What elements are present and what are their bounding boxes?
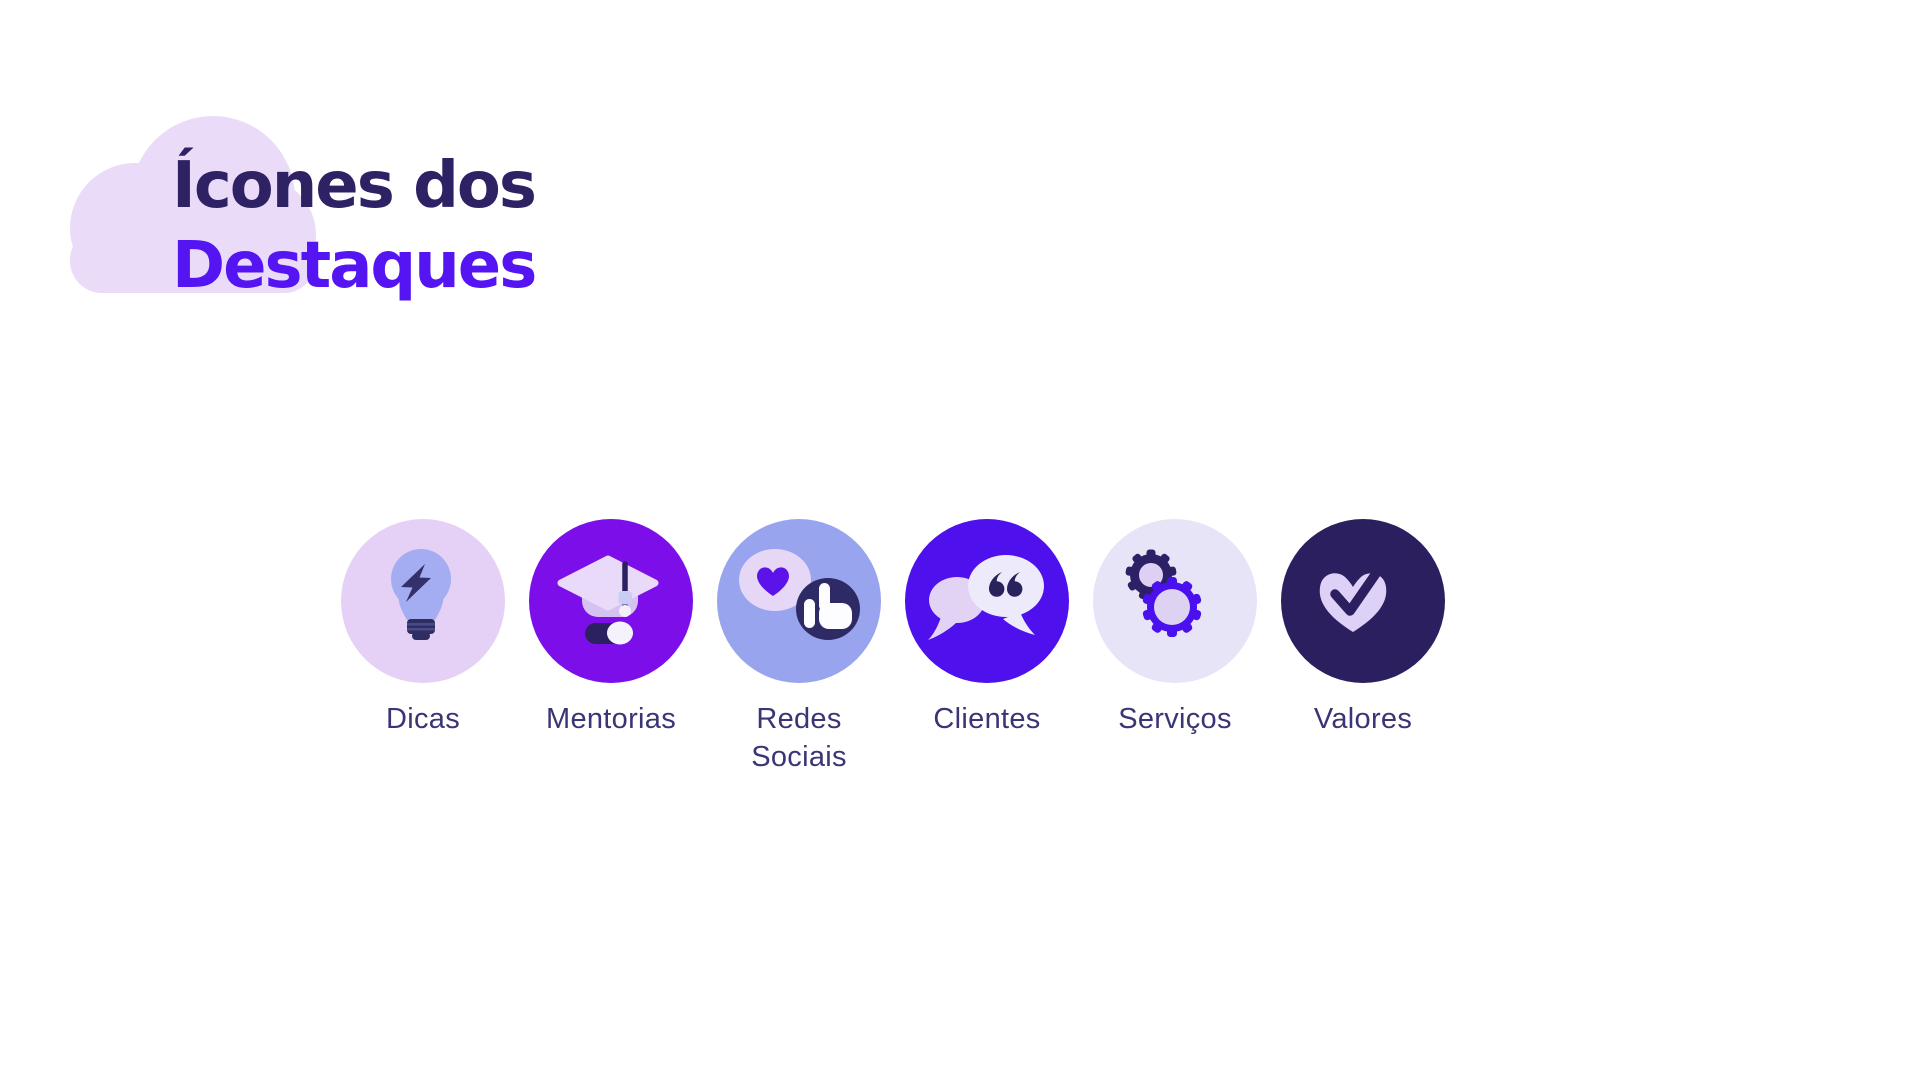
highlight-cover-valores[interactable] <box>1281 519 1445 683</box>
highlight-item-valores: Valores <box>1281 519 1445 776</box>
highlight-cover-clientes[interactable] <box>905 519 1069 683</box>
title-line-2: Destaques <box>172 229 537 303</box>
lightbulb-bolt-icon <box>341 519 505 683</box>
highlight-cover-dicas[interactable] <box>341 519 505 683</box>
highlight-label-servicos: Serviços <box>1118 703 1232 735</box>
highlight-cover-servicos[interactable] <box>1093 519 1257 683</box>
highlight-label-mentorias: Mentorias <box>545 703 677 735</box>
highlight-item-dicas: Dicas <box>341 519 505 776</box>
graduation-cap-icon <box>529 519 693 683</box>
page-title: Ícones dos Destaques <box>172 146 537 306</box>
highlight-label-dicas: Dicas <box>385 703 460 735</box>
highlight-label-valores: Valores <box>1313 703 1413 735</box>
heart-check-icon <box>1281 519 1445 683</box>
highlight-cover-mentorias[interactable] <box>529 519 693 683</box>
title-line-1: Ícones dos <box>172 149 537 223</box>
icons-row: Dicas Mentorias <box>341 519 1445 776</box>
cloud-icon <box>70 116 316 293</box>
gears-icon <box>1093 519 1257 683</box>
highlight-label-clientes: Clientes <box>933 703 1041 735</box>
quote-speech-bubbles-icon <box>905 519 1069 683</box>
highlight-label-redes-sociais: Redes Sociais <box>751 703 847 773</box>
heart-and-thumbs-up-icon <box>717 519 881 683</box>
highlight-item-clientes: Clientes <box>905 519 1069 776</box>
highlight-item-mentorias: Mentorias <box>529 519 693 776</box>
highlight-item-servicos: Serviços <box>1093 519 1257 776</box>
highlight-item-redes-sociais: Redes Sociais <box>717 519 881 776</box>
highlight-cover-redes-sociais[interactable] <box>717 519 881 683</box>
